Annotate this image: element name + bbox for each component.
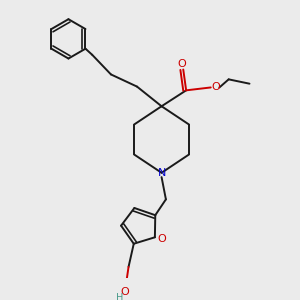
Text: N: N [158, 168, 166, 178]
Text: H: H [116, 292, 123, 300]
Text: O: O [211, 82, 220, 92]
Text: O: O [157, 234, 166, 244]
Text: O: O [121, 287, 130, 297]
Text: O: O [177, 59, 186, 69]
